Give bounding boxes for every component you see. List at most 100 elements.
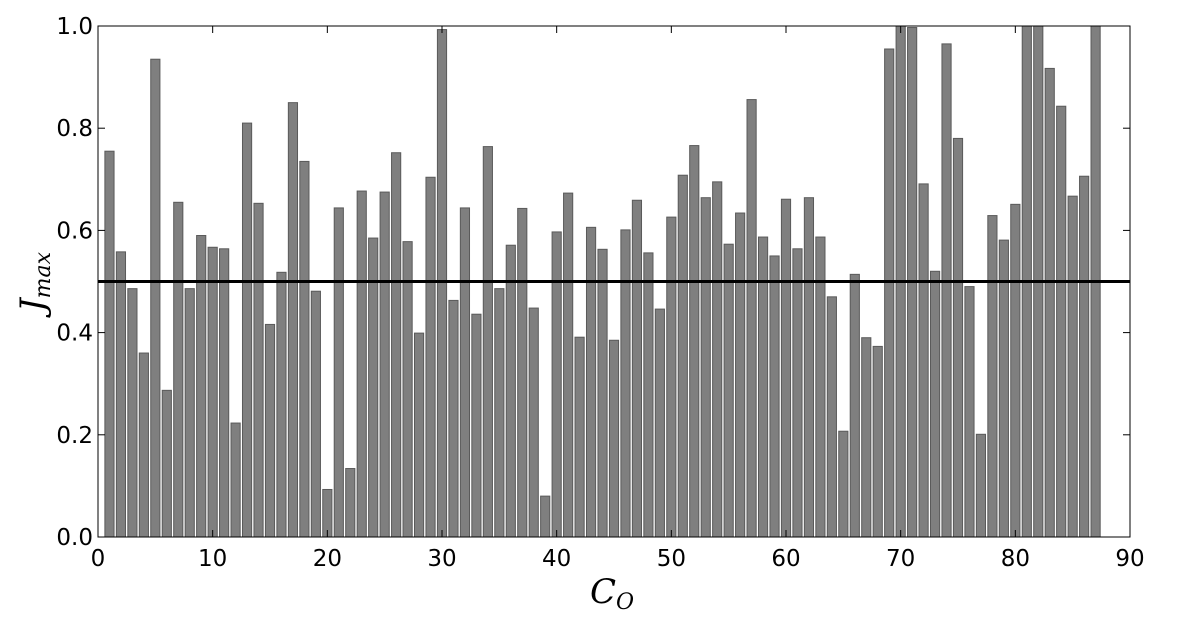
- bar: [849, 273, 860, 538]
- bar: [436, 29, 448, 538]
- bar: [104, 150, 115, 538]
- bar: [574, 336, 585, 538]
- bar: [115, 251, 127, 538]
- bar: [666, 216, 677, 538]
- bar: [735, 212, 746, 538]
- bar: [379, 191, 390, 538]
- bar: [356, 190, 367, 538]
- bar: [1010, 203, 1021, 538]
- bar: [803, 197, 815, 538]
- bar: [471, 313, 482, 538]
- bar: [494, 288, 505, 538]
- bar: [230, 422, 241, 538]
- x-axis-ticks: 0 10 20 30 40 50 60 70 80 90: [91, 26, 1145, 572]
- plot-frame: [97, 25, 1131, 538]
- bar: [276, 271, 287, 538]
- bar: [310, 290, 321, 538]
- bar: [563, 192, 574, 538]
- bar: [608, 339, 620, 538]
- bar: [620, 229, 631, 538]
- bar: [792, 248, 803, 538]
- bar: [964, 286, 975, 538]
- bar: [654, 308, 665, 538]
- y-axis-ticks: 0.0 0.2 0.4 0.6 0.8 1.0: [56, 14, 1130, 551]
- bar: [975, 433, 987, 538]
- x-tick-label: 50: [657, 546, 686, 572]
- bar: [689, 145, 700, 538]
- bar: [643, 252, 654, 538]
- bar: [1044, 67, 1055, 538]
- bar: [631, 199, 643, 538]
- bar: [941, 43, 952, 538]
- bar: [219, 248, 230, 538]
- x-tick-label: 80: [1001, 546, 1030, 572]
- bar: [505, 244, 516, 538]
- bar: [1079, 175, 1090, 538]
- bar: [872, 345, 883, 538]
- y-tick-label: 0.8: [56, 116, 93, 142]
- bar: [264, 323, 276, 538]
- bar: [459, 207, 471, 538]
- x-tick-label: 0: [91, 546, 106, 572]
- bar: [127, 288, 138, 538]
- bar: [528, 307, 539, 538]
- bar: [345, 468, 356, 538]
- bar: [299, 160, 310, 538]
- x-tick-label: 10: [198, 546, 227, 572]
- x-tick-label: 40: [542, 546, 571, 572]
- x-tick-label: 30: [427, 546, 456, 572]
- bar: [1056, 105, 1067, 538]
- bar: [413, 332, 425, 538]
- bar: [287, 102, 299, 538]
- bar: [952, 137, 964, 538]
- bar: [138, 352, 149, 538]
- x-tick-label: 60: [771, 546, 800, 572]
- y-tick-label: 1.0: [56, 14, 93, 40]
- bar: [746, 99, 757, 538]
- bar: [391, 152, 402, 538]
- y-tick-label: 0.2: [56, 423, 93, 449]
- x-tick-label: 20: [313, 546, 342, 572]
- bar: [517, 207, 528, 538]
- bar: [918, 183, 929, 538]
- bar: [207, 246, 218, 538]
- y-tick-label: 0.0: [56, 525, 93, 551]
- bar: [482, 146, 493, 538]
- y-tick-label: 0.4: [56, 321, 93, 347]
- bar: [585, 226, 597, 538]
- bar: [826, 296, 837, 538]
- bar: [780, 198, 792, 538]
- y-tick-label: 0.6: [56, 218, 93, 244]
- bar: [929, 270, 941, 538]
- bar: [241, 122, 253, 538]
- bar: [253, 202, 264, 538]
- bar: [987, 215, 998, 538]
- x-tick-label: 90: [1115, 546, 1144, 572]
- bar: [884, 48, 895, 538]
- bar: [723, 243, 734, 538]
- bar: [712, 181, 723, 538]
- bar: [769, 255, 780, 538]
- bar: [333, 207, 344, 538]
- y-axis-label: Jmax: [13, 251, 56, 318]
- bar: [540, 495, 551, 538]
- bar: [322, 488, 333, 538]
- x-tick-label: 70: [886, 546, 915, 572]
- bar: [838, 430, 849, 538]
- bar: [700, 197, 711, 538]
- bar: [402, 241, 413, 538]
- bar: [161, 389, 172, 538]
- bar: [677, 174, 688, 538]
- bar: [150, 58, 161, 538]
- bar: [998, 239, 1009, 538]
- bar: [173, 201, 184, 538]
- x-axis-label: CO: [590, 572, 634, 615]
- bar: [448, 299, 459, 538]
- bar: [425, 176, 436, 538]
- bar: [597, 248, 608, 538]
- bar: [551, 231, 562, 538]
- bar: [184, 288, 195, 538]
- bar: [1067, 195, 1078, 538]
- bar: [861, 337, 872, 538]
